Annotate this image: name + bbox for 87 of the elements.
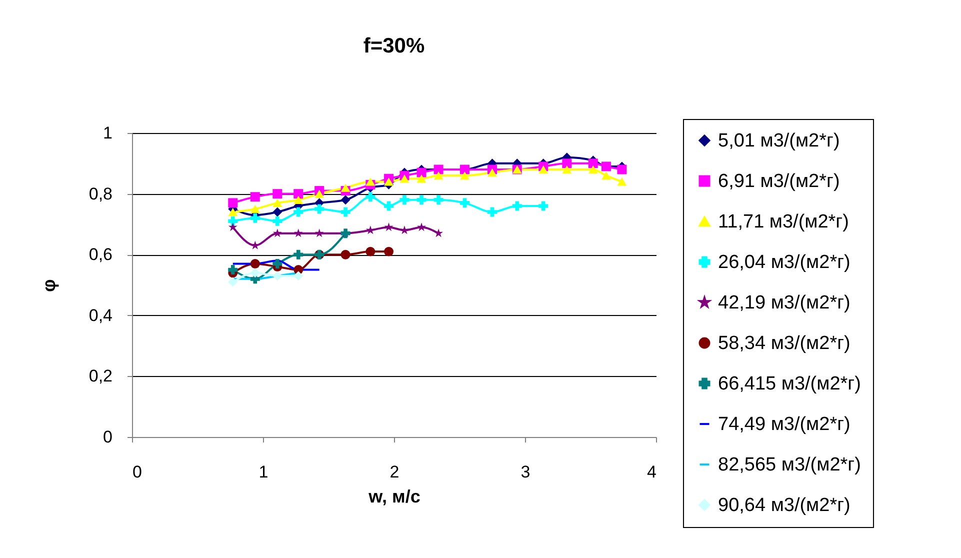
point [366,246,376,256]
point [562,165,572,174]
y-tick-label: 0,4 [88,306,112,325]
x-tick-label: 0 [132,462,142,482]
point [588,158,598,168]
legend-label: 5,01 м3/(м2*г) [718,130,840,152]
point [617,164,627,174]
legend-label: 42,19 м3/(м2*г) [718,292,850,314]
point [250,268,260,278]
point [294,250,304,260]
y-tick-label: 0,8 [88,184,112,204]
point [384,246,394,256]
point [228,277,238,287]
point [340,250,350,260]
point [228,222,238,232]
point [294,196,304,204]
point [228,208,238,216]
legend-label: 11,71 м3/(м2*г) [718,212,849,232]
point [294,207,304,217]
point [384,178,394,186]
legend-label: 6,91 м3/(м2*г) [718,171,840,192]
point [460,171,470,180]
point [272,198,282,208]
point [340,207,350,217]
point [400,195,410,205]
point [384,222,394,232]
point [314,228,324,238]
y-axis-title: φ [38,278,59,292]
point [272,258,282,268]
chart-title: f=30% [363,34,425,58]
point [272,189,282,199]
point [488,207,497,217]
point [272,207,282,217]
point [228,265,238,275]
legend-label: 90,64 м3/(м2*г) [718,495,850,516]
x-tick-label: 1 [258,462,268,482]
point [272,228,282,238]
point [272,216,282,226]
point [366,178,376,186]
point [416,195,426,205]
point [434,228,444,238]
point [294,189,304,199]
point [228,198,238,208]
x-axis-title: w, м/с [368,486,420,506]
legend-label: 26,04 м3/(м2*г) [718,252,850,273]
point [460,198,470,208]
point [601,171,611,180]
legend-label: 74,49 м3/(м2*г) [718,414,850,435]
legend-label: 82,565 м3/(м2*г) [718,454,861,476]
point [416,174,426,183]
x-tick-label: 3 [520,462,530,482]
point [366,192,376,202]
point [416,168,426,178]
point [340,184,350,192]
point [228,216,238,226]
point [250,213,260,223]
y-tick-label: 0 [103,428,112,446]
y-tick-label: 0,2 [88,366,112,386]
point [400,174,410,183]
point [314,204,324,214]
x-tick-label: 4 [647,462,656,482]
point [384,201,394,211]
point [588,165,598,174]
point [250,258,260,268]
y-tick-label: 1 [103,124,112,142]
point [314,190,324,198]
point [417,222,426,232]
legend-label: 58,34 м3/(м2*г) [718,333,850,354]
point [434,171,444,180]
point [400,226,409,234]
point [366,226,375,234]
point [512,201,522,211]
point [538,201,548,211]
legend-label: 66,415 м3/(м2*г) [718,374,861,394]
point [250,192,260,202]
y-tick-label: 0,6 [88,245,112,264]
x-tick-label: 2 [390,462,400,482]
point [340,195,350,205]
point [294,271,304,281]
point [434,195,444,205]
point [250,204,260,214]
point [538,165,548,174]
point [562,158,572,168]
point [294,228,303,238]
point [272,271,282,281]
point [617,178,627,186]
point [488,168,497,177]
